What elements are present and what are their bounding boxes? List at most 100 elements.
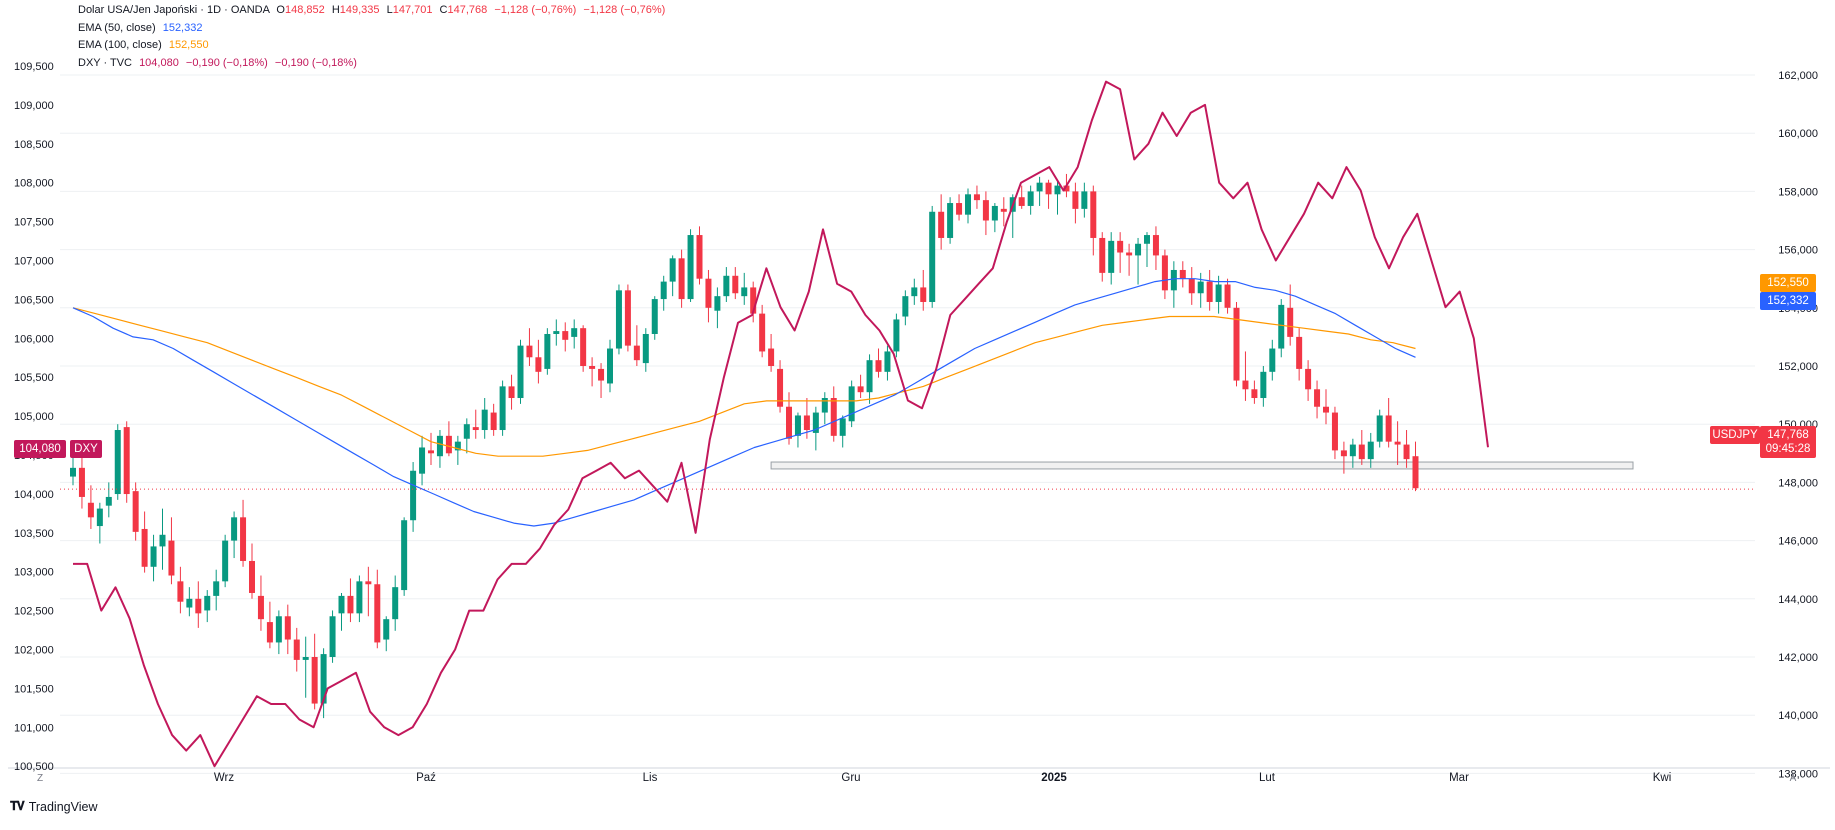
- candle-body: [1054, 185, 1061, 195]
- candle-body: [1242, 380, 1249, 390]
- candle-body: [481, 409, 488, 431]
- candle-body: [526, 345, 533, 358]
- legend-ema50[interactable]: EMA (50, close) 152,332: [78, 20, 665, 38]
- footer[interactable]: 𝐓𝐕 TradingView: [10, 799, 97, 814]
- ema100-line: [72, 307, 1416, 457]
- candle-body: [938, 211, 945, 238]
- candle-body: [750, 287, 757, 314]
- candle-body: [1269, 348, 1276, 372]
- high-value: 149,335: [339, 4, 380, 16]
- candle-body: [1340, 450, 1347, 457]
- candle-body: [284, 616, 291, 640]
- candle-body: [982, 200, 989, 221]
- candle-body: [275, 616, 282, 643]
- x-tick-label: Kwi: [1653, 772, 1672, 784]
- x-tick-label: Lut: [1259, 772, 1276, 784]
- candle-body: [356, 581, 363, 614]
- candle-body: [1197, 281, 1204, 294]
- candle-body: [1108, 240, 1115, 273]
- tradingview-logo-icon: 𝐓𝐕: [10, 799, 25, 813]
- ema50-line: [72, 278, 1416, 527]
- left-tick-label: 107,500: [14, 217, 54, 229]
- candle-body: [866, 360, 873, 393]
- candle-body: [902, 296, 909, 317]
- right-tick-label: 158,000: [1778, 186, 1818, 198]
- left-tick-label: 102,000: [14, 645, 54, 657]
- candle-body: [830, 398, 837, 436]
- candle-body: [1000, 208, 1007, 212]
- right-tick-label: 144,000: [1778, 594, 1818, 606]
- legend-dxy[interactable]: DXY · TVC 104,080 −0,190 (−0,18%) −0,190…: [78, 55, 665, 73]
- ema50-name: EMA (50, close): [78, 21, 156, 34]
- candle-body: [839, 418, 846, 436]
- candle-body: [589, 366, 596, 369]
- candle-body: [1251, 389, 1258, 399]
- candle-body: [392, 587, 399, 620]
- legend: Dolar USA/Jen Japoński · 1D · OANDA O148…: [78, 2, 665, 72]
- candle-body: [875, 360, 882, 372]
- candle-body: [580, 328, 587, 366]
- dxy-change: −0,190 (−0,18%): [185, 56, 268, 69]
- candle-body: [669, 258, 676, 282]
- candle-body: [1188, 278, 1195, 294]
- candle-body: [1394, 441, 1401, 445]
- open-value: 148,852: [284, 4, 325, 16]
- close-label: C: [439, 4, 448, 16]
- brand-name: TradingView: [28, 799, 98, 814]
- candle-body: [231, 517, 238, 541]
- right-tick-label: 160,000: [1778, 128, 1818, 140]
- candle-body: [660, 281, 667, 300]
- candle-body: [615, 290, 622, 349]
- candle-body: [78, 467, 85, 497]
- x-tick-label: Gru: [841, 772, 860, 784]
- candle-body: [1027, 191, 1034, 206]
- candle-body: [651, 299, 658, 334]
- left-tick-label: 104,000: [14, 489, 54, 501]
- candle-body: [186, 598, 193, 608]
- candle-body: [714, 296, 721, 311]
- ema50-path: [72, 278, 1416, 527]
- legend-main[interactable]: Dolar USA/Jen Japoński · 1D · OANDA O148…: [78, 2, 665, 20]
- left-tick-label: 102,500: [14, 606, 54, 618]
- ema100-value: 152,550: [168, 39, 209, 51]
- candle-body: [454, 441, 461, 451]
- candle-body: [544, 333, 551, 369]
- left-tick-label: 103,000: [14, 567, 54, 579]
- candle-body: [222, 540, 229, 582]
- left-tick-label: 109,000: [14, 100, 54, 112]
- candle-body: [177, 581, 184, 602]
- candle-body: [1081, 191, 1088, 209]
- symbol-name: Dolar USA/Jen Japoński · 1D · OANDA: [78, 4, 270, 16]
- last-price-axis-tag-text: 09:45:28: [1766, 443, 1811, 455]
- candle-body: [1090, 191, 1097, 238]
- left-tick-label: 100,500: [14, 761, 54, 773]
- dxy-left-axis-tag-bg: [14, 440, 66, 458]
- x-tick-label: Paź: [416, 772, 436, 784]
- candle-body: [329, 616, 336, 657]
- candle-body: [114, 430, 121, 495]
- candle-body: [240, 517, 247, 561]
- candle-body: [1367, 441, 1374, 460]
- ema50-axis-tag-text: 152,332: [1767, 295, 1809, 307]
- candle-body: [1323, 406, 1329, 413]
- ema100-axis-tag-bg: [1760, 274, 1816, 292]
- candle-body: [821, 398, 828, 413]
- legend-ema100[interactable]: EMA (100, close) 152,550: [78, 37, 665, 55]
- left-tick-label: 105,500: [14, 372, 54, 384]
- dxy-left-axis-tag: 104,080: [14, 440, 66, 458]
- candle-body: [347, 595, 354, 614]
- candle-body: [257, 595, 264, 620]
- candle-body: [1385, 415, 1392, 442]
- candle-body: [410, 470, 417, 521]
- candle-body: [794, 415, 801, 436]
- candle-body: [768, 348, 775, 366]
- candle-body: [311, 657, 318, 704]
- candle-body: [293, 639, 300, 660]
- left-tick-label: 105,000: [14, 411, 54, 423]
- left-tick-label: 106,500: [14, 294, 54, 306]
- candle-body: [302, 657, 309, 660]
- left-tick-label: 107,000: [14, 256, 54, 268]
- change-value: −1,128 (−0,76%): [494, 4, 577, 16]
